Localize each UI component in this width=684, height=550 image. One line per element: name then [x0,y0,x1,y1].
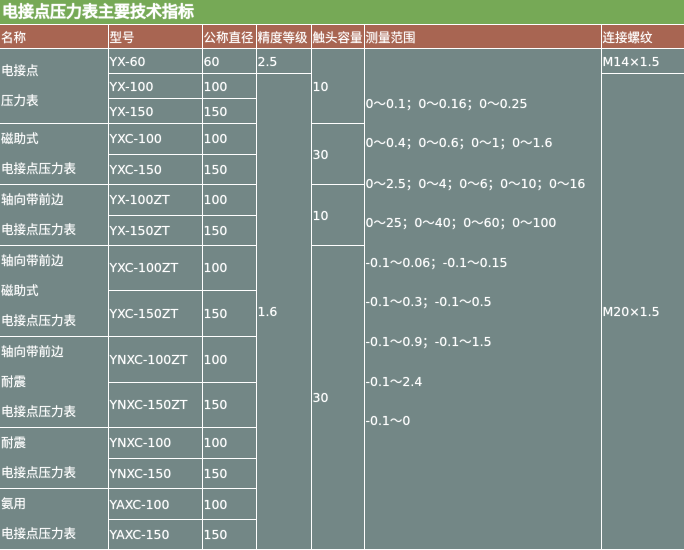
model-cell: YX-60 [107,48,203,74]
name-line: 电接点压力表 [1,222,77,237]
contact-capacity-cell: 30 [310,123,365,185]
column-header: 精度等级 [255,24,312,49]
column-header: 连接螺纹 [600,24,684,49]
diameter-cell: 60 [201,48,257,74]
model-cell: YXC-100ZT [107,245,203,291]
name-line: 电接点压力表 [1,465,77,480]
thread-cell: M20×1.5 [600,73,684,550]
name-line: 电接点 [1,63,39,78]
name-line: 轴向带前边 [1,253,64,268]
spec-table: 名称 型号 公称直径 精度等级 触头容量 测量范围 连接螺纹 电接点 压力表 YX-60 60 2.5… [0,24,684,550]
model-cell: YX-100ZT [107,184,203,216]
name-line: 电接点压力表 [1,313,77,328]
model-cell: YNXC-150ZT [108,381,203,428]
model-cell: YNXC-100ZT [107,336,203,383]
thread-cell: M14×1.5 [600,48,684,74]
contact-capacity-cell: 10 [310,48,365,124]
product-name: 电接点 压力表 [0,48,109,124]
diameter-cell: 100 [201,487,257,521]
range-line: -0.1～0 [365,413,411,428]
table-row: 电接点 压力表 YX-60 60 2.5 10 0～0.1；0～0.16；0～0.25 0～0… [0,48,684,550]
diameter-cell: 100 [201,336,257,383]
table-row: YXC-150ZT 150 [0,289,684,338]
column-header: 公称直径 [201,24,257,49]
model-cell: YNXC-100 [107,427,203,459]
name-line: 磁助式 [1,131,39,146]
accuracy-cell: 2.5 [255,48,312,74]
model-cell: YNXC-150 [108,457,203,489]
table-row: 轴向带前边 电接点压力表 YX-100ZT 100 10 [0,184,684,246]
diameter-cell: 100 [201,123,257,155]
model-cell: YXC-100 [107,123,203,155]
contact-capacity-cell: 30 [310,245,365,550]
accuracy-cell: 1.6 [255,73,312,550]
column-header: 触头容量 [310,24,365,49]
header-row: 名称 型号 公称直径 精度等级 触头容量 测量范围 连接螺纹 [0,24,684,49]
table-row: YNXC-150ZT 150 [0,381,684,428]
model-cell: YXC-150 [108,153,203,185]
column-header: 名称 [0,24,109,49]
range-line: 0～0.1；0～0.16；0～0.25 [365,96,528,111]
column-header: 测量范围 [363,24,602,49]
diameter-cell: 150 [201,381,257,428]
diameter-cell: 150 [201,214,257,246]
table-row: 磁助式 电接点压力表 YXC-100 100 30 [0,123,684,185]
measure-range-cell: 0～0.1；0～0.16；0～0.25 0～0.4；0～0.6；0～1；0～1.6… [363,48,602,550]
model-cell: YX-150 [108,98,203,124]
name-line: 氨用 [1,496,27,511]
name-line: 轴向带前边 [1,344,64,359]
diameter-cell: 150 [201,457,257,489]
range-line: 0～2.5；0～4；0～6；0～10；0～16 [365,176,586,191]
product-name: 轴向带前边电接点压力表 [0,184,109,246]
name-line: 电接点压力表 [1,404,77,419]
product-name: 耐震 电接点压力表 [0,427,109,489]
table-row: 轴向带前边 磁助式 电接点压力表 YXC-100ZT 100 30 [0,245,684,550]
name-line: 耐震 [1,435,27,450]
range-line: 0～25；0～40；0～60；0～100 [365,215,557,230]
diameter-cell: 100 [201,184,257,216]
diameter-cell: 150 [201,519,257,550]
column-header: 型号 [107,24,203,49]
diameter-cell: 150 [201,289,257,338]
diameter-cell: 150 [201,98,257,124]
name-line: 耐震 [1,374,27,389]
model-cell: YX-100 [108,73,203,99]
product-name: 轴向带前边耐震电接点压力表 [0,336,109,428]
product-name: 轴向带前边磁助式电接点压力表 [0,245,109,337]
table-row: YX-150 150 [0,98,684,124]
name-line: 电接点压力表 [1,161,77,176]
name-line: 轴向带前边 [1,192,64,207]
model-cell: YXC-150ZT [108,289,203,338]
model-cell: YX-150ZT [108,214,203,246]
name-line: 磁助式 [1,283,39,298]
contact-capacity-cell: 10 [310,184,365,246]
diameter-cell: 150 [201,153,257,185]
range-line: -0.1～0.06；-0.1～0.15 [365,255,508,270]
model-cell: YAXC-100 [107,487,203,521]
model-cell: YAXC-150 [108,519,203,550]
range-line: -0.1～0.9；-0.1～1.5 [365,334,492,349]
name-line: 电接点压力表 [1,526,77,541]
diameter-cell: 100 [201,245,257,291]
range-line: -0.1～0.3；-0.1～0.5 [365,294,492,309]
range-line: 0～0.4；0～0.6；0～1；0～1.6 [365,135,553,150]
product-name: 磁助式 电接点压力表 [0,123,109,185]
name-line: 压力表 [1,93,39,108]
product-name: 氨用 电接点压力表 [0,488,109,550]
range-line: -0.1～2.4 [365,374,423,389]
page-title: 电接点压力表主要技术指标 [0,0,684,24]
diameter-cell: 100 [201,427,257,459]
diameter-cell: 100 [201,73,257,99]
